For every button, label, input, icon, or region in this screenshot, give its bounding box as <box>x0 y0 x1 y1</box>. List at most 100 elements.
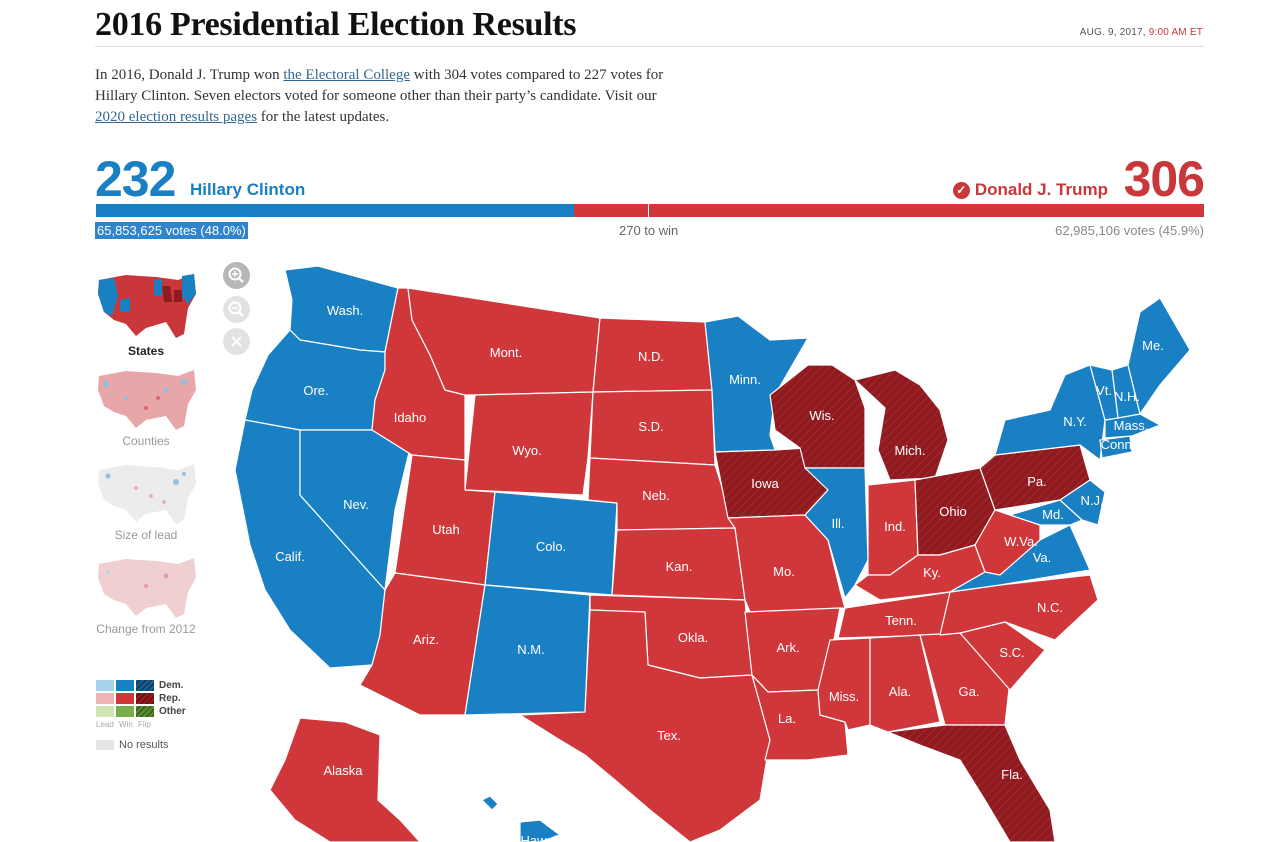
swatch-dem-win <box>116 680 134 691</box>
legend-no-results-label: No results <box>119 739 169 751</box>
state-label-pa: Pa. <box>1027 474 1047 489</box>
state-label-va: Va. <box>1033 550 1052 565</box>
zoom-out-button[interactable] <box>223 296 250 323</box>
state-label-n-y: N.Y. <box>1063 414 1087 429</box>
intro-text-1: In 2016, Donald J. Trump won <box>95 67 284 83</box>
state-shape-ill[interactable] <box>804 467 869 599</box>
state-label-ky: Ky. <box>923 565 941 580</box>
state-shape-tex[interactable] <box>519 609 771 842</box>
state-shape-alaska[interactable] <box>269 717 421 842</box>
swatch-rep-win <box>116 693 134 704</box>
state-label-w-va: W.Va. <box>1004 534 1038 549</box>
swatch-dem-flip <box>136 680 154 691</box>
legend-row-other: Other <box>96 705 186 718</box>
zoom-out-icon <box>228 301 244 317</box>
winner-check-icon: ✓ <box>952 182 970 199</box>
state-label-mo: Mo. <box>773 564 795 579</box>
state-label-wyo: Wyo. <box>512 443 542 458</box>
swatch-rep-flip <box>136 693 154 704</box>
change-from-2012-thumbnail <box>98 558 196 618</box>
states-thumbnail <box>98 274 196 338</box>
state-label-ala: Ala. <box>889 684 911 699</box>
reset-map-button[interactable] <box>223 328 250 355</box>
dateline: AUG. 9, 2017, 9:00 AM ET <box>1080 27 1203 38</box>
state-label-minn: Minn. <box>729 372 761 387</box>
intro-text-3: for the latest updates. <box>257 109 390 125</box>
state-shape-ala[interactable] <box>869 634 941 733</box>
view-size-of-lead[interactable]: Size of lead <box>96 462 196 542</box>
view-change-from-2012-label: Change from 2012 <box>96 622 196 636</box>
state-label-n-m: N.M. <box>517 642 544 657</box>
state-label-n-c: N.C. <box>1037 600 1063 615</box>
state-label-neb: Neb. <box>642 488 669 503</box>
view-counties[interactable]: Counties <box>96 368 196 448</box>
state-shape-n-c[interactable] <box>939 574 1099 641</box>
swatch-rep-lead <box>96 693 114 704</box>
page-title: 2016 Presidential Election Results <box>95 6 577 43</box>
intro-paragraph: In 2016, Donald J. Trump won the Elector… <box>95 65 670 128</box>
state-label-tex: Tex. <box>657 728 681 743</box>
state-shape-me[interactable] <box>1127 297 1191 415</box>
state-label-utah: Utah <box>432 522 459 537</box>
state-shape-fla[interactable] <box>887 724 1056 842</box>
legend-label-dem: Dem. <box>159 680 184 691</box>
state-label-ohio: Ohio <box>939 504 966 519</box>
state-label-me: Me. <box>1142 338 1164 353</box>
size-of-lead-thumbnail <box>98 464 196 524</box>
election-2020-link[interactable]: 2020 election results pages <box>95 109 258 125</box>
counties-thumbnail <box>98 370 196 430</box>
swatch-dem-lead <box>96 680 114 691</box>
rep-electoral-votes: 306 <box>1123 151 1205 207</box>
state-label-mont: Mont. <box>490 345 523 360</box>
state-label-idaho: Idaho <box>394 410 427 425</box>
legend-sub-lead: Lead <box>96 720 114 729</box>
dem-candidate-name: Hillary Clinton <box>190 180 306 199</box>
state-label-colo: Colo. <box>536 539 566 554</box>
legend-row-rep: Rep. <box>96 692 186 705</box>
state-label-ariz: Ariz. <box>413 632 439 647</box>
state-shape-la[interactable] <box>751 674 849 761</box>
state-label-tenn: Tenn. <box>885 613 917 628</box>
state-shape-mich[interactable] <box>854 369 949 481</box>
state-shape-ky[interactable] <box>854 544 986 601</box>
state-label-calif: Calif. <box>275 549 305 564</box>
state-label-iowa: Iowa <box>751 476 779 491</box>
legend-sub-flip: Flip <box>138 720 151 729</box>
state-label-n-d: N.D. <box>638 349 664 364</box>
state-label-mich: Mich. <box>894 443 925 458</box>
state-label-wash: Wash. <box>327 303 363 318</box>
state-label-ark: Ark. <box>776 640 799 655</box>
state-label-conn: Conn. <box>1101 437 1136 452</box>
state-shape-wis[interactable] <box>769 364 866 469</box>
swatch-no-results <box>96 740 114 750</box>
zoom-in-icon <box>228 267 244 283</box>
state-shape-w-va[interactable] <box>974 509 1041 576</box>
view-change-from-2012[interactable]: Change from 2012 <box>96 556 196 636</box>
electoral-college-link[interactable]: the Electoral College <box>283 67 410 83</box>
state-label-mass: Mass. <box>1114 418 1149 433</box>
state-label-alaska: Alaska <box>323 763 363 778</box>
state-label-kan: Kan. <box>666 559 693 574</box>
state-label-n-j: N.J. <box>1080 493 1103 508</box>
view-states[interactable]: States <box>96 272 196 358</box>
legend-row-dem: Dem. <box>96 679 186 692</box>
swatch-other-lead <box>96 706 114 717</box>
state-shape-n-j[interactable] <box>1059 479 1106 526</box>
electoral-vote-bar-dem <box>96 204 574 217</box>
rep-candidate: ✓ Donald J. Trump <box>952 180 1108 200</box>
state-label-fla: Fla. <box>1001 767 1023 782</box>
zoom-in-button[interactable] <box>223 262 250 289</box>
state-shape-vt[interactable] <box>1089 364 1119 421</box>
view-states-label: States <box>127 344 165 358</box>
map-legend: Dem. Rep. Other Lead Win Flip <box>96 679 186 729</box>
state-shape-n-y[interactable] <box>994 364 1106 461</box>
close-icon <box>231 336 242 347</box>
state-label-wis: Wis. <box>809 408 834 423</box>
title-divider <box>95 46 1204 47</box>
state-shape-wyo[interactable] <box>464 391 594 496</box>
legend-sub-win: Win <box>119 720 133 729</box>
state-shape-hawaii[interactable] <box>481 795 561 842</box>
state-shape-md[interactable] <box>1009 499 1083 526</box>
state-label-miss: Miss. <box>829 689 859 704</box>
